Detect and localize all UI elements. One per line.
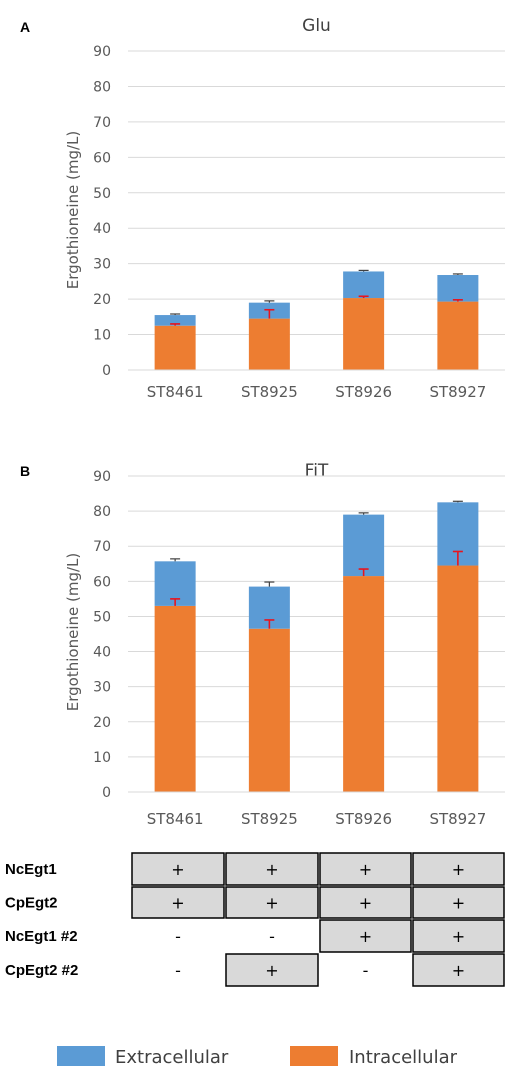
y-tick-label: 80: [93, 79, 111, 95]
x-category-label: ST8926: [335, 383, 392, 401]
table-cell-value: +: [452, 927, 465, 946]
table-cell-present: [412, 919, 505, 953]
table-cell-value: +: [171, 860, 184, 879]
table-cell-present: [412, 953, 505, 987]
y-tick-label: 0: [102, 785, 111, 801]
bar-extracellular-st8926: [343, 514, 385, 577]
table-cell-value: -: [175, 927, 181, 946]
x-category-label: ST8925: [241, 810, 298, 828]
table-cell-present: [412, 852, 505, 886]
genotype-table: NcEgt1 + + + + CpEgt2 + + + + NcEgt1 #2 - - + + CpEgt2 …: [5, 852, 505, 987]
y-tick-label: 70: [93, 539, 111, 555]
y-tick-label: 50: [93, 186, 111, 202]
bar-intracellular-st8461: [154, 325, 196, 370]
x-category-label: ST8926: [335, 810, 392, 828]
table-cell-value: -: [175, 961, 181, 980]
table-cell-present: [225, 886, 319, 919]
table-cell-present: [225, 852, 319, 886]
table-cell-value: +: [359, 894, 372, 913]
y-tick-label: 80: [93, 504, 111, 520]
table-row-label: NcEgt1: [5, 861, 57, 878]
y-tick-label: 20: [93, 715, 111, 731]
table-cell-value: +: [265, 894, 278, 913]
legend: Extracellular Intracellular: [57, 1046, 458, 1068]
table-cell-value: +: [359, 860, 372, 879]
table-cell-value: +: [452, 961, 465, 980]
x-category-label: ST8927: [429, 810, 486, 828]
table-cell-present: [225, 953, 319, 987]
chart-title: FiT: [305, 461, 329, 481]
table-cell-present: [319, 919, 412, 953]
y-tick-label: 20: [93, 292, 111, 308]
bar-intracellular-st8461: [154, 605, 196, 792]
table-cell-present: [319, 852, 412, 886]
legend-swatch-extracellular: [57, 1046, 105, 1066]
legend-label-intracellular: Intracellular: [349, 1047, 458, 1068]
x-category-label: ST8925: [241, 383, 298, 401]
legend-label-extracellular: Extracellular: [115, 1047, 229, 1068]
bar-extracellular-st8926: [343, 271, 385, 299]
bar-intracellular-st8926: [343, 576, 385, 792]
bar-extracellular-st8927: [437, 275, 479, 302]
bar-intracellular-st8925: [248, 628, 290, 792]
x-category-label: ST8461: [147, 810, 204, 828]
table-cell-value: +: [452, 860, 465, 879]
bar-intracellular-st8927: [437, 301, 479, 370]
bar-intracellular-st8927: [437, 565, 479, 792]
table-cell-present: [131, 852, 225, 886]
y-tick-label: 50: [93, 609, 111, 625]
table-row-label: CpEgt2: [5, 895, 58, 912]
table-cell-present: [319, 886, 412, 919]
y-tick-label: 60: [93, 150, 111, 166]
y-tick-label: 40: [93, 221, 111, 237]
y-tick-label: 70: [93, 115, 111, 131]
y-axis-label: Ergothioneine (mg/L): [64, 131, 82, 289]
table-cell-present: [131, 886, 225, 919]
table-cell-present: [412, 886, 505, 919]
table-cell-value: +: [265, 961, 278, 980]
y-tick-label: 30: [93, 257, 111, 273]
table-cell-value: +: [359, 927, 372, 946]
table-cell-value: +: [452, 894, 465, 913]
table-cell-value: -: [363, 961, 369, 980]
bar-extracellular-st8461: [154, 315, 196, 326]
panel-letter: B: [20, 463, 30, 479]
y-tick-label: 90: [93, 44, 111, 60]
y-tick-label: 10: [93, 328, 111, 344]
table-cell-value: +: [265, 860, 278, 879]
chart-title: Glu: [302, 16, 331, 36]
table-row-label: CpEgt2 #2: [5, 962, 78, 979]
chart-panel-a: A Glu 0 10 20 30 40 50 60 70 80 90 Ergothioneine (mg…: [20, 16, 505, 401]
panel-letter: A: [20, 19, 30, 35]
y-tick-label: 10: [93, 750, 111, 766]
x-category-label: ST8461: [147, 383, 204, 401]
legend-swatch-intracellular: [290, 1046, 338, 1066]
y-tick-label: 90: [93, 469, 111, 485]
table-cell-value: +: [171, 894, 184, 913]
y-tick-label: 0: [102, 363, 111, 379]
chart-panel-b: B FiT 0 10 20 30 40 50 60 70 80 90 Ergothioneine (mg…: [20, 461, 505, 828]
table-cell-value: -: [269, 927, 275, 946]
y-tick-label: 60: [93, 574, 111, 590]
table-row-label: NcEgt1 #2: [5, 928, 78, 945]
bar-intracellular-st8925: [248, 318, 290, 370]
y-axis-label: Ergothioneine (mg/L): [64, 553, 82, 711]
x-category-label: ST8927: [429, 383, 486, 401]
y-tick-label: 30: [93, 680, 111, 696]
y-tick-label: 40: [93, 645, 111, 661]
bar-intracellular-st8926: [343, 298, 385, 370]
